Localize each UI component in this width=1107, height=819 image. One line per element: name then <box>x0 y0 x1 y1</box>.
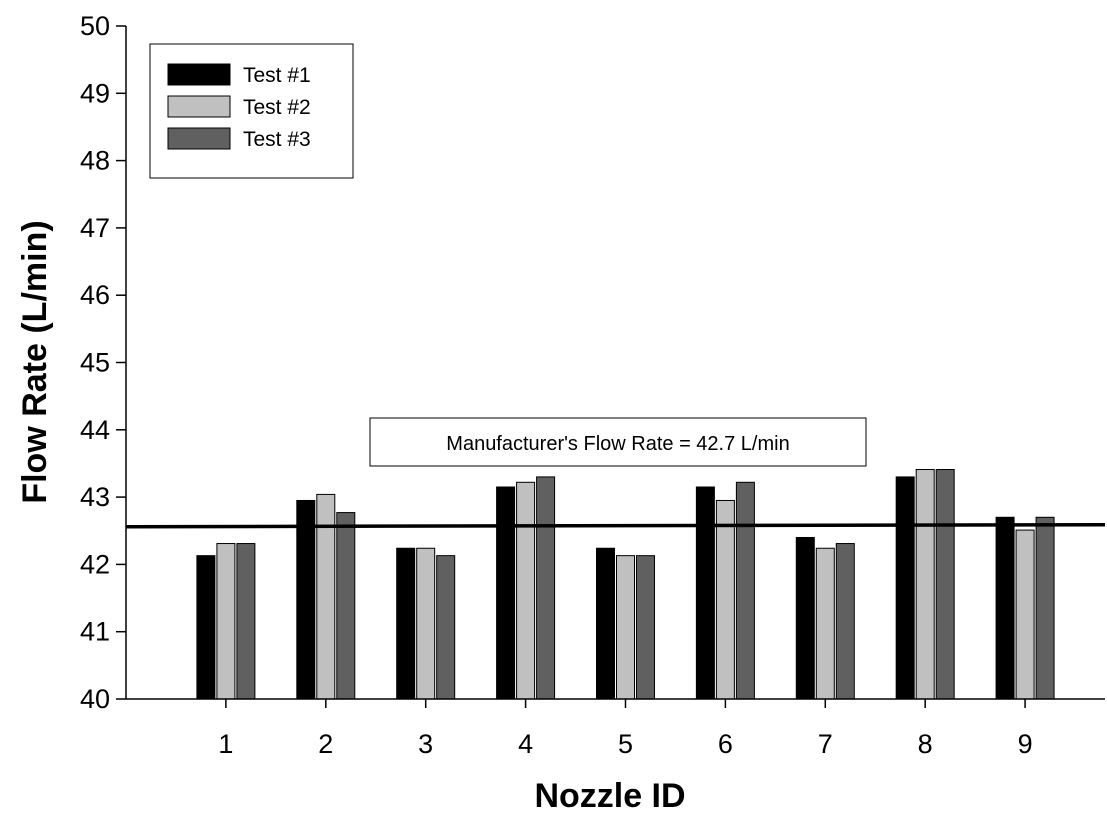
manufacturer-flow-rate-line <box>125 522 1106 529</box>
bar-3-nozzle-7 <box>835 543 855 700</box>
bar-3-nozzle-1 <box>236 543 256 700</box>
x-tick-label: 5 <box>618 729 633 759</box>
y-tick-label: 50 <box>80 11 110 41</box>
bar-3-nozzle-3 <box>436 555 456 700</box>
bar-3-nozzle-2 <box>336 512 356 700</box>
y-tick-label: 46 <box>80 280 110 310</box>
legend-swatch-test-1 <box>167 63 231 86</box>
bar-2-nozzle-5 <box>615 555 635 700</box>
y-axis-title: Flow Rate (L/min) <box>16 220 54 503</box>
bar-2-nozzle-6 <box>715 499 735 700</box>
bar-series <box>196 469 1055 700</box>
bar-1-nozzle-3 <box>396 547 416 700</box>
bar-2-nozzle-9 <box>1015 529 1035 700</box>
reference-label-box <box>369 417 867 467</box>
x-tick-label: 1 <box>218 729 233 759</box>
x-tick-label: 8 <box>918 729 933 759</box>
x-tick-label: 3 <box>418 729 433 759</box>
x-axis-ticks: 1 2 3 4 5 6 7 8 9 <box>218 699 1033 759</box>
bar-2-nozzle-3 <box>416 547 436 700</box>
y-tick-label: 42 <box>80 549 110 579</box>
bar-1-nozzle-5 <box>595 547 615 700</box>
y-tick-label: 41 <box>80 617 110 647</box>
x-axis-title: Nozzle ID <box>534 777 685 815</box>
legend: Test #1 Test #2 Test #3 <box>149 43 354 179</box>
bar-2-nozzle-4 <box>516 481 536 700</box>
bar-3-nozzle-5 <box>635 555 655 700</box>
bar-1-nozzle-2 <box>296 499 316 700</box>
bar-3-nozzle-8 <box>935 469 955 700</box>
bar-1-nozzle-4 <box>496 486 516 700</box>
bar-1-nozzle-9 <box>995 516 1015 700</box>
bar-1-nozzle-6 <box>695 486 715 700</box>
bar-3-nozzle-4 <box>536 476 556 700</box>
x-tick-label: 7 <box>818 729 833 759</box>
y-tick-label: 49 <box>80 78 110 108</box>
legend-label-test-2: Test #2 <box>243 96 311 119</box>
y-tick-label: 40 <box>80 684 110 714</box>
bar-3-nozzle-6 <box>735 481 755 700</box>
y-tick-label: 48 <box>80 146 110 176</box>
bar-1-nozzle-7 <box>795 536 815 700</box>
bar-1-nozzle-8 <box>895 476 915 700</box>
bar-2-nozzle-8 <box>915 469 935 700</box>
legend-label-test-3: Test #3 <box>243 128 311 151</box>
x-tick-label: 6 <box>718 729 733 759</box>
legend-swatch-test-2 <box>167 95 231 118</box>
legend-label-test-1: Test #1 <box>243 64 311 87</box>
bar-1-nozzle-1 <box>196 555 216 700</box>
y-tick-label: 43 <box>80 482 110 512</box>
bar-2-nozzle-7 <box>815 547 835 700</box>
x-tick-label: 9 <box>1018 729 1033 759</box>
y-axis-ticks: 40 41 42 43 44 45 46 47 48 49 50 <box>80 11 126 714</box>
bar-3-nozzle-9 <box>1035 516 1055 700</box>
legend-swatch-test-3 <box>167 127 231 150</box>
y-tick-label: 44 <box>80 415 110 445</box>
bar-2-nozzle-1 <box>216 543 236 700</box>
reference-label: Manufacturer's Flow Rate = 42.7 L/min <box>446 433 789 455</box>
x-tick-label: 4 <box>518 729 533 759</box>
y-tick-label: 45 <box>80 348 110 378</box>
x-tick-label: 2 <box>318 729 333 759</box>
y-tick-label: 47 <box>80 213 110 243</box>
reference-line-group: Manufacturer's Flow Rate = 42.7 L/min <box>125 417 1106 529</box>
